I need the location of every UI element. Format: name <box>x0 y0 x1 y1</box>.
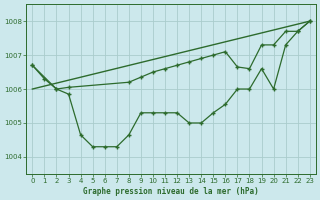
X-axis label: Graphe pression niveau de la mer (hPa): Graphe pression niveau de la mer (hPa) <box>83 187 259 196</box>
